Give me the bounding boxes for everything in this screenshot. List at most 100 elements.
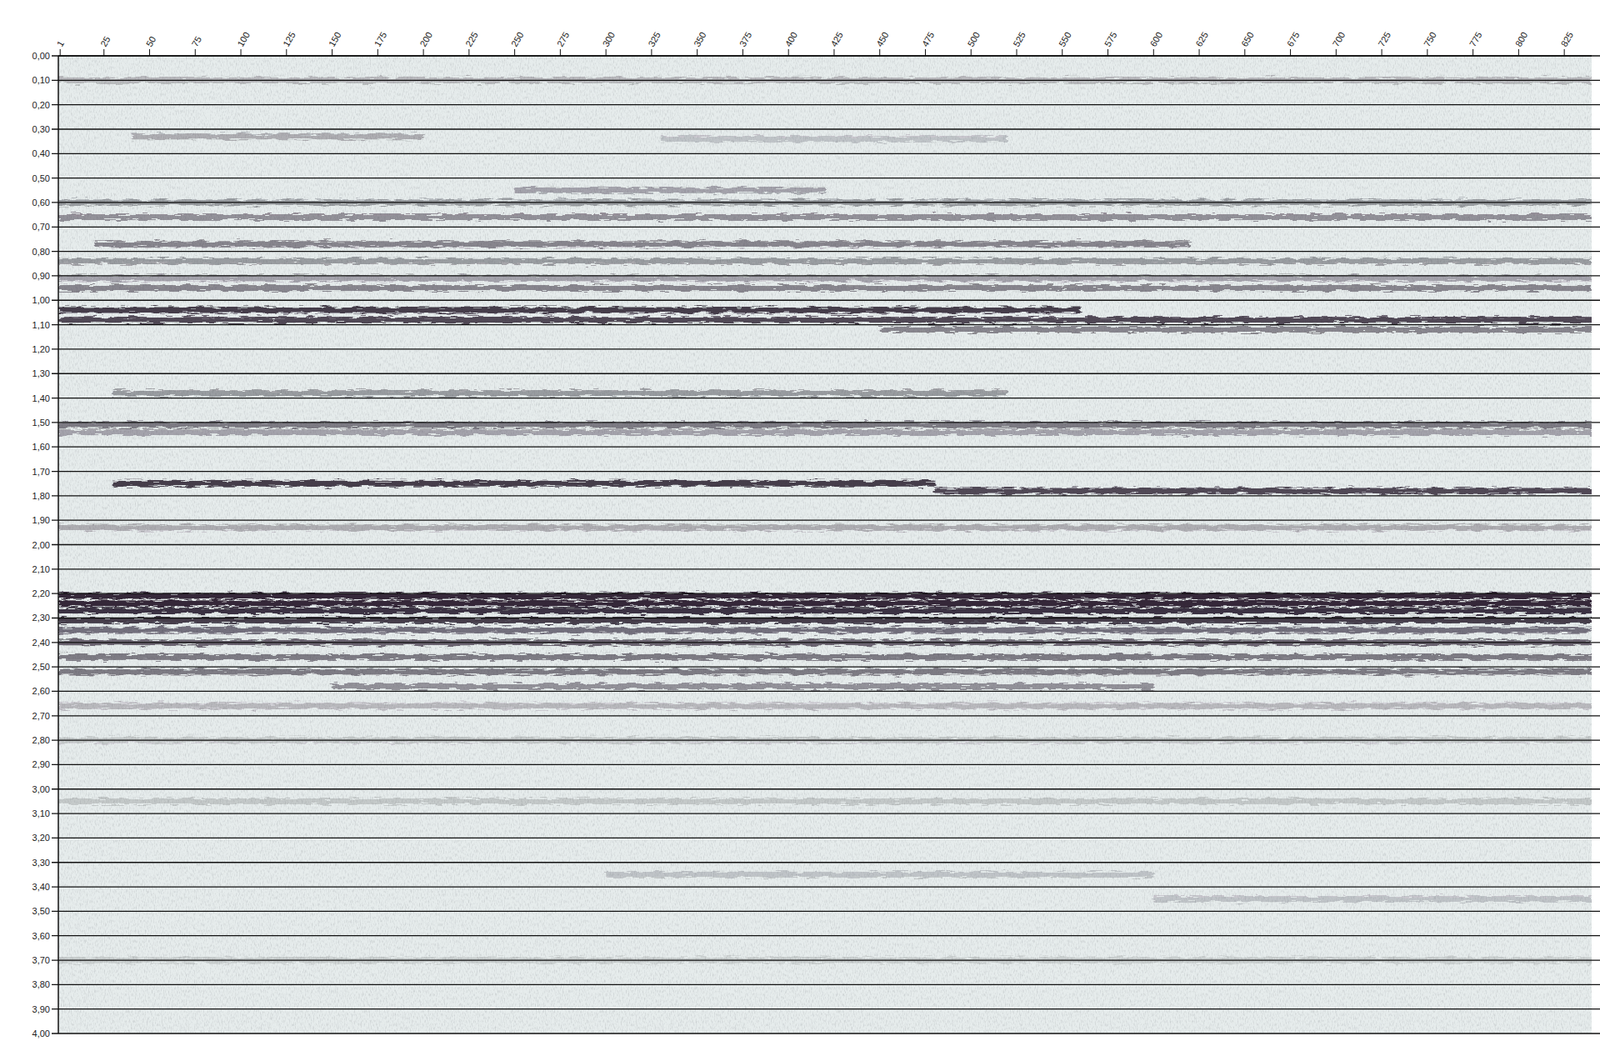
grid-line bbox=[51, 226, 1600, 228]
grid-line bbox=[51, 665, 1600, 667]
reflector bbox=[58, 429, 1592, 435]
x-tick bbox=[423, 49, 425, 56]
x-tick-label: 150 bbox=[326, 30, 344, 49]
x-tick-label: 675 bbox=[1285, 30, 1302, 49]
grid-line bbox=[51, 300, 1600, 301]
grid-line bbox=[51, 788, 1600, 790]
reflector bbox=[113, 390, 1008, 396]
grid-line bbox=[51, 104, 1600, 105]
reflector bbox=[58, 258, 1592, 265]
x-tick bbox=[1472, 49, 1474, 56]
reflector bbox=[880, 326, 1592, 333]
y-tick-label: 0,80 bbox=[32, 246, 50, 257]
reflector bbox=[58, 798, 1592, 805]
x-tick bbox=[1290, 49, 1291, 56]
grid-line bbox=[51, 715, 1600, 716]
grid-line bbox=[51, 641, 1600, 643]
x-tick bbox=[60, 49, 61, 56]
reflector bbox=[131, 133, 424, 140]
grid-line bbox=[51, 397, 1600, 399]
y-tick-label: 1,30 bbox=[32, 368, 50, 379]
grid-line bbox=[51, 495, 1600, 496]
x-tick-label: 650 bbox=[1239, 30, 1256, 49]
grid-line bbox=[51, 812, 1600, 814]
x-tick-label: 25 bbox=[98, 34, 113, 49]
reflector bbox=[1153, 895, 1592, 902]
y-axis bbox=[57, 55, 60, 1034]
grid-line bbox=[51, 1008, 1600, 1010]
grid-line bbox=[51, 324, 1600, 325]
grid-line bbox=[51, 739, 1600, 740]
y-tick-label: 0,40 bbox=[32, 148, 50, 159]
x-tick-label: 625 bbox=[1193, 30, 1210, 49]
y-tick-label: 2,00 bbox=[32, 540, 50, 550]
x-tick bbox=[468, 49, 470, 56]
x-tick-label: 100 bbox=[235, 30, 252, 49]
y-tick-label: 3,30 bbox=[32, 857, 50, 868]
y-tick-label: 2,10 bbox=[32, 564, 50, 575]
reflector bbox=[58, 214, 1592, 220]
y-tick-label: 2,20 bbox=[32, 588, 50, 599]
reflector bbox=[113, 480, 935, 487]
reflector bbox=[58, 703, 1592, 710]
y-tick-label: 3,20 bbox=[32, 832, 50, 843]
grid-line bbox=[51, 544, 1600, 545]
y-tick-label: 3,80 bbox=[32, 979, 50, 990]
x-tick bbox=[742, 49, 744, 56]
y-tick-label: 0,60 bbox=[32, 197, 50, 208]
x-tick bbox=[514, 49, 515, 56]
y-tick-label: 1,90 bbox=[32, 515, 50, 525]
reflector bbox=[934, 487, 1592, 494]
x-tick bbox=[1244, 49, 1245, 56]
x-tick bbox=[970, 49, 972, 56]
chart: 0,000,100,200,300,400,500,600,700,800,90… bbox=[0, 0, 1600, 1056]
x-tick bbox=[1153, 49, 1155, 56]
y-tick-label: 0,90 bbox=[32, 270, 50, 281]
grid-line bbox=[51, 250, 1600, 252]
grid-line bbox=[51, 80, 1600, 81]
y-tick-label: 0,20 bbox=[32, 100, 50, 110]
x-tick bbox=[650, 49, 652, 56]
x-tick-label: 525 bbox=[1010, 30, 1028, 49]
y-tick-label: 1,60 bbox=[32, 441, 50, 452]
y-tick-label: 1,20 bbox=[32, 344, 50, 355]
x-tick bbox=[285, 49, 287, 56]
x-tick bbox=[1381, 49, 1383, 56]
grid-line bbox=[51, 1032, 1600, 1034]
y-tick-label: 3,60 bbox=[32, 930, 50, 941]
x-tick-label: 600 bbox=[1148, 30, 1165, 49]
x-tick bbox=[696, 49, 698, 56]
grid-line bbox=[51, 885, 1600, 887]
x-tick-label: 225 bbox=[463, 30, 480, 49]
x-tick bbox=[833, 49, 835, 56]
x-axis bbox=[58, 55, 1592, 57]
x-tick-label: 425 bbox=[828, 30, 845, 49]
x-tick-label: 325 bbox=[645, 30, 663, 49]
x-tick bbox=[377, 49, 379, 56]
x-tick-label: 300 bbox=[600, 30, 617, 49]
reflector bbox=[515, 187, 825, 194]
x-tick-label: 575 bbox=[1102, 30, 1120, 49]
y-tick-label: 2,70 bbox=[32, 710, 50, 721]
x-tick bbox=[240, 49, 242, 56]
grid-line bbox=[51, 984, 1600, 985]
y-tick-label: 3,40 bbox=[32, 881, 50, 892]
y-tick-label: 1,80 bbox=[32, 490, 50, 501]
y-tick-label: 0,10 bbox=[32, 75, 50, 85]
x-tick-label: 700 bbox=[1330, 30, 1348, 49]
x-tick bbox=[1061, 49, 1063, 56]
x-tick bbox=[1426, 49, 1428, 56]
reflector bbox=[58, 316, 1592, 323]
reflector bbox=[58, 607, 1592, 614]
x-tick-label: 375 bbox=[737, 30, 755, 49]
grid-line bbox=[51, 421, 1600, 423]
x-tick-label: 75 bbox=[190, 34, 205, 49]
grid-line bbox=[51, 910, 1600, 912]
x-tick-label: 275 bbox=[555, 30, 572, 49]
y-tick-label: 1,10 bbox=[32, 320, 50, 330]
grid-line bbox=[51, 446, 1600, 448]
grid-line bbox=[51, 935, 1600, 936]
x-tick-label: 800 bbox=[1513, 30, 1530, 49]
x-tick-label: 450 bbox=[874, 30, 891, 49]
x-tick-label: 175 bbox=[372, 30, 390, 49]
